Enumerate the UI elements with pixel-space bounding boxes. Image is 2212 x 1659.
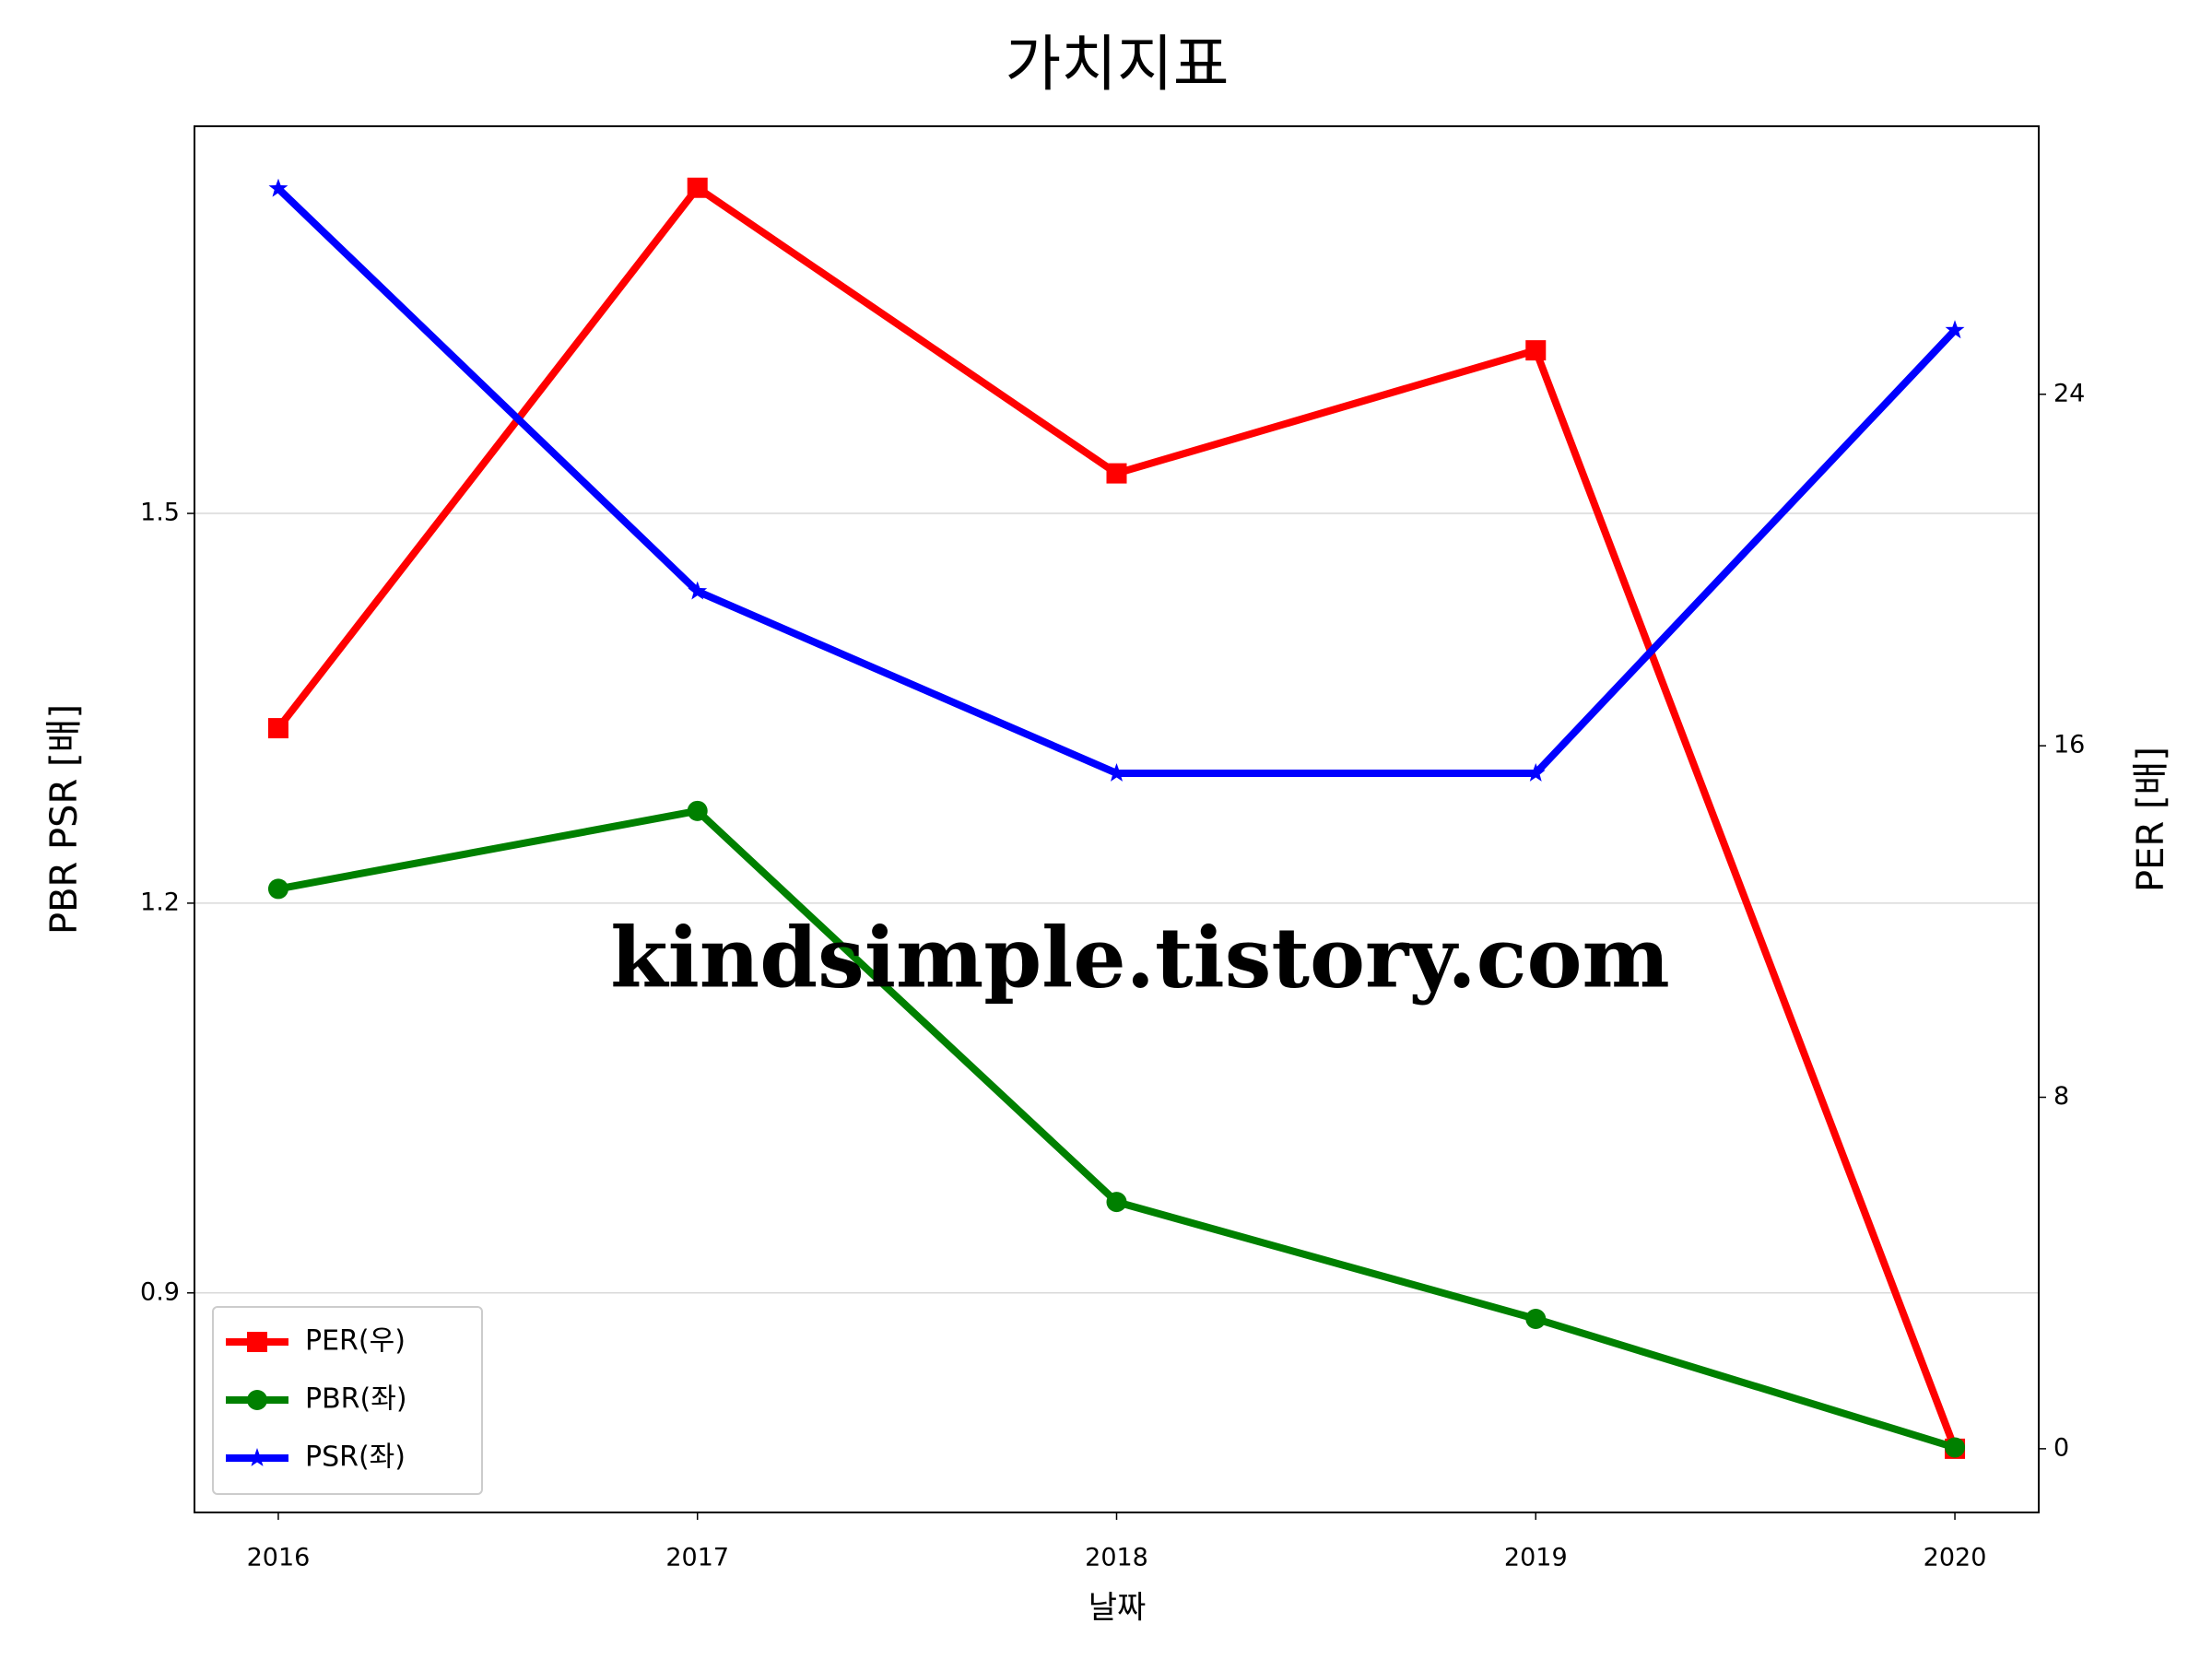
marker: [267, 718, 288, 739]
legend-label: PSR(좌): [305, 1441, 406, 1474]
marker: [1525, 763, 1546, 782]
legend-label: PBR(좌): [305, 1383, 407, 1416]
marker: [247, 1390, 267, 1410]
plot-frame: [194, 125, 2040, 1513]
marker: [268, 178, 288, 197]
marker: [1945, 1437, 1966, 1458]
watermark: kindsimple.tistory.com: [610, 910, 1670, 1007]
marker: [1106, 463, 1127, 484]
x-tick-label: 2018: [1085, 1544, 1148, 1572]
marker: [687, 800, 708, 821]
marker: [687, 177, 708, 198]
y-tick-label: 1.2: [140, 888, 180, 916]
marker: [688, 581, 708, 600]
y2-tick-label: 24: [2053, 379, 2085, 407]
y2-axis-label: PER [배]: [2130, 747, 2172, 892]
marker: [1945, 320, 1965, 339]
chart-title: 가치지표: [1006, 29, 1230, 100]
y-tick-label: 0.9: [140, 1277, 180, 1306]
y-axis-label: PBR PSR [배]: [43, 704, 86, 935]
marker: [247, 1448, 267, 1466]
x-tick-label: 2019: [1504, 1544, 1568, 1572]
x-tick-label: 2017: [665, 1544, 729, 1572]
legend: PER(우) PBR(좌) PSR(좌): [212, 1306, 483, 1495]
y2-tick-label: 16: [2053, 731, 2085, 759]
legend-box: [212, 1306, 483, 1495]
marker: [1107, 763, 1126, 782]
marker: [247, 1332, 267, 1352]
x-tick-label: 2020: [1924, 1544, 1987, 1572]
x-tick-label: 2016: [247, 1544, 311, 1572]
legend-label: PER(우): [305, 1325, 406, 1358]
marker: [1525, 340, 1547, 361]
y-tick-label: 1.5: [140, 499, 180, 527]
marker: [1106, 1192, 1127, 1213]
marker: [267, 878, 288, 900]
x-axis-label: 날짜: [1088, 1590, 1147, 1627]
y2-tick-label: 8: [2053, 1082, 2069, 1111]
marker: [1525, 1308, 1547, 1329]
y2-tick-label: 0: [2053, 1433, 2069, 1462]
